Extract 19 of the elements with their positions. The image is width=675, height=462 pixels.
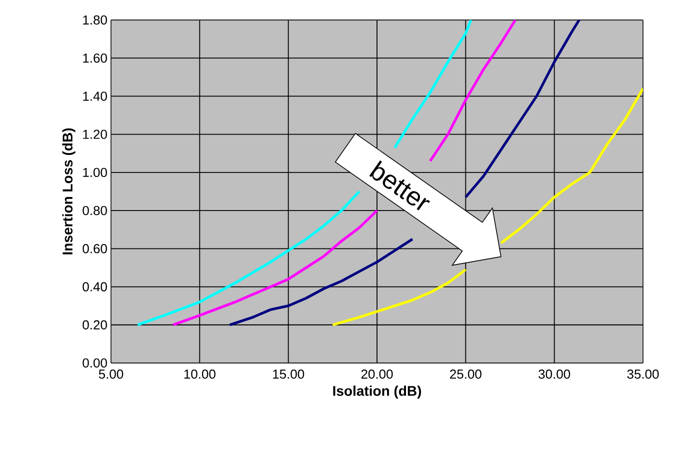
y-tick-label: 1.20 [83, 130, 107, 139]
y-tick-label: 0.00 [82, 358, 107, 368]
y-tick-label: 0.40 [82, 282, 107, 292]
y-tick-label: 1.60 [83, 53, 107, 63]
x-tick-label: 15.00 [273, 370, 304, 379]
y-tick-label: 1.00 [83, 168, 107, 178]
y-axis-title: Insertion Loss (dB) [62, 128, 76, 254]
y-tick-label: 0.20 [82, 320, 107, 330]
x-tick-label: 35.00 [627, 370, 659, 379]
y-tick-label: 0.80 [82, 206, 107, 216]
y-tick-label: 0.60 [82, 244, 107, 254]
x-tick-label: 10.00 [184, 370, 216, 379]
x-axis-title: Isolation (dB) [333, 386, 422, 399]
y-tick-label: 1.40 [83, 92, 107, 101]
x-tick-label: 30.00 [538, 370, 570, 379]
y-tick-label: 1.80 [83, 15, 107, 25]
x-tick-label: 25.00 [450, 370, 482, 379]
x-tick-label: 20.00 [361, 370, 393, 379]
x-tick-label: 5.00 [98, 370, 124, 379]
